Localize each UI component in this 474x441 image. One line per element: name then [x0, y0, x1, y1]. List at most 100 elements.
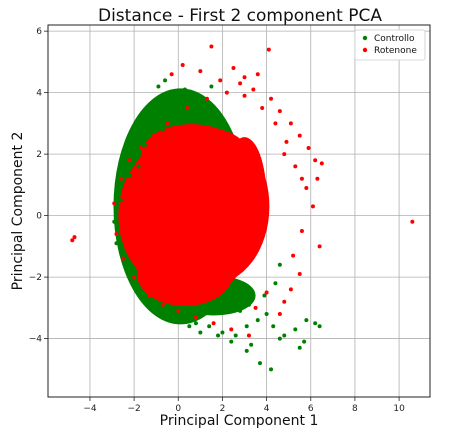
controllo-point: [187, 324, 192, 329]
controllo-point: [198, 330, 203, 335]
chart-title: Distance - First 2 component PCA: [98, 6, 382, 26]
controllo-point: [143, 142, 148, 147]
rotenone-point: [242, 75, 247, 80]
controllo-point: [293, 327, 298, 332]
controllo-point: [127, 173, 132, 178]
controllo-point: [304, 318, 309, 323]
rotenone-point: [288, 287, 293, 292]
rotenone-point: [114, 232, 119, 237]
rotenone-point: [317, 244, 322, 249]
controllo-point: [180, 318, 185, 323]
rotenone-point: [304, 185, 309, 190]
plot-area: [47, 24, 431, 398]
rotenone-point: [282, 299, 287, 304]
rotenone-point: [310, 204, 315, 209]
rotenone-point: [291, 253, 296, 258]
y-axis-title: Principal Component 2: [10, 132, 26, 291]
controllo-point: [112, 219, 117, 224]
rotenone-point: [112, 201, 117, 206]
rotenone-point: [282, 152, 287, 157]
rotenone-point: [297, 272, 302, 277]
scatter-points: [70, 44, 415, 372]
x-tick-label: −4: [83, 404, 97, 414]
rotenone-point: [70, 238, 75, 243]
rotenone-density-cloud: [136, 242, 233, 307]
controllo-point: [132, 281, 137, 286]
rotenone-point: [204, 96, 209, 101]
rotenone-point: [260, 106, 265, 111]
y-tick-label: 2: [36, 150, 42, 160]
controllo-point: [193, 321, 198, 326]
controllo-point: [249, 342, 254, 347]
controllo-point: [246, 302, 251, 307]
x-tick-label: 6: [308, 404, 314, 414]
controllo-point: [165, 112, 170, 117]
rotenone-point: [132, 275, 137, 280]
controllo-point: [176, 93, 181, 98]
legend: Controllo Rotenone: [354, 29, 426, 61]
rotenone-point: [165, 121, 170, 126]
controllo-point: [160, 127, 165, 132]
controllo-point: [244, 348, 249, 353]
legend-box: [354, 29, 426, 61]
controllo-point: [264, 311, 269, 316]
x-tick-label: 10: [393, 404, 405, 414]
controllo-point: [313, 321, 318, 326]
controllo-point: [196, 109, 201, 114]
controllo-point: [154, 305, 159, 310]
x-tick-label: 4: [264, 404, 270, 414]
rotenone-point: [319, 161, 324, 166]
rotenone-point: [299, 176, 304, 181]
x-tick-label: 0: [175, 404, 181, 414]
x-axis-title: Principal Component 1: [160, 413, 319, 429]
controllo-point: [277, 336, 282, 341]
rotenone-point: [229, 327, 234, 332]
y-tick-label: −4: [29, 335, 43, 345]
y-tick-label: −2: [29, 273, 42, 283]
rotenone-point: [127, 158, 132, 163]
rotenone-point: [266, 47, 271, 52]
controllo-point: [220, 330, 225, 335]
rotenone-point: [264, 290, 269, 295]
controllo-point: [136, 164, 141, 169]
controllo-point: [171, 118, 176, 123]
controllo-point: [158, 121, 163, 126]
rotenone-point: [218, 78, 223, 83]
legend-marker-rotenone: [362, 47, 368, 53]
controllo-point: [273, 281, 278, 286]
rotenone-point: [180, 62, 185, 67]
rotenone-point: [224, 90, 229, 95]
rotenone-point: [277, 109, 282, 114]
controllo-point: [207, 324, 212, 329]
plot-border: [47, 24, 431, 398]
rotenone-point: [246, 333, 251, 338]
rotenone-point: [185, 106, 190, 111]
controllo-point: [143, 296, 148, 301]
rotenone-point: [315, 176, 320, 181]
rotenone-point: [118, 176, 123, 181]
controllo-point: [118, 198, 123, 203]
rotenone-point: [284, 139, 289, 144]
controllo-point: [277, 262, 282, 267]
rotenone-density-cloud: [141, 124, 242, 185]
rotenone-point: [176, 308, 181, 313]
controllo-point: [154, 109, 159, 114]
controllo-point: [229, 339, 234, 344]
controllo-point: [202, 102, 207, 107]
rotenone-point: [160, 302, 165, 307]
rotenone-point: [410, 219, 415, 224]
rotenone-point: [251, 87, 256, 92]
controllo-point: [163, 78, 168, 83]
controllo-point: [182, 87, 187, 92]
rotenone-point: [288, 121, 293, 126]
rotenone-point: [151, 133, 156, 138]
rotenone-point: [306, 145, 311, 150]
controllo-point: [297, 345, 302, 350]
controllo-point: [156, 84, 161, 89]
rotenone-point: [121, 256, 126, 261]
controllo-point: [134, 149, 139, 154]
legend-marker-controllo: [362, 35, 368, 41]
controllo-point: [169, 102, 174, 107]
controllo-point: [238, 308, 243, 313]
rotenone-point: [209, 44, 214, 49]
